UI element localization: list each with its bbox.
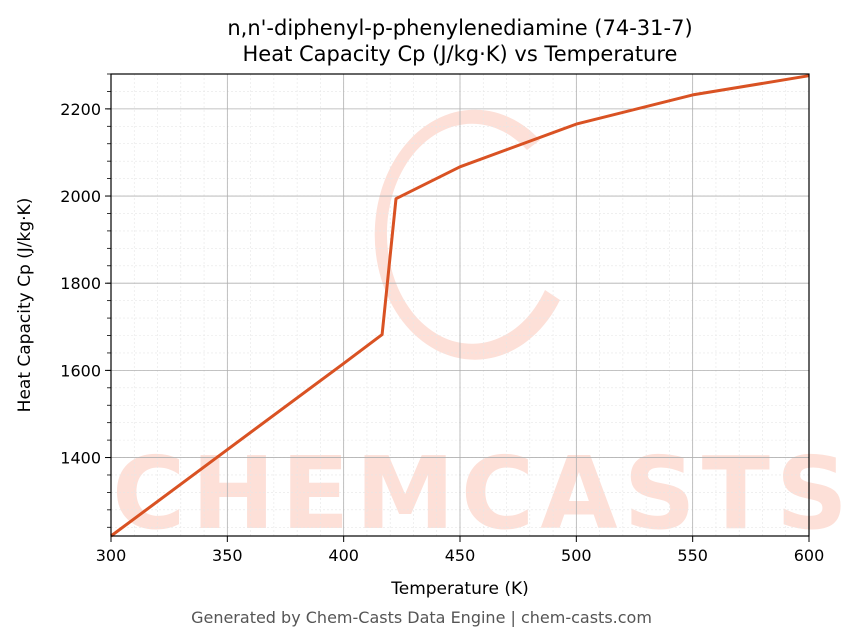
x-tick-label: 500 bbox=[561, 546, 592, 565]
x-tick-label: 350 bbox=[212, 546, 243, 565]
y-tick-label: 2000 bbox=[60, 187, 101, 206]
series-line bbox=[110, 74, 810, 538]
y-axis-label: Heat Capacity Cp (J/kg·K) bbox=[15, 198, 35, 413]
footer-credit: Generated by Chem-Casts Data Engine | ch… bbox=[191, 608, 652, 627]
x-axis-label: Temperature (K) bbox=[390, 579, 529, 599]
y-tick-label: 1600 bbox=[60, 361, 101, 380]
x-tick-label: 600 bbox=[794, 546, 825, 565]
y-tick-label: 1400 bbox=[60, 449, 101, 468]
x-tick-label: 450 bbox=[445, 546, 476, 565]
y-tick-label: 1800 bbox=[60, 274, 101, 293]
chart-subtitle: Heat Capacity Cp (J/kg·K) vs Temperature bbox=[243, 42, 678, 66]
watermark-logo-arc bbox=[374, 109, 560, 360]
x-tick-label: 400 bbox=[328, 546, 359, 565]
x-tick-label: 550 bbox=[677, 546, 708, 565]
grid bbox=[110, 73, 810, 536]
x-tick-label: 300 bbox=[96, 546, 127, 565]
series-layer bbox=[110, 74, 810, 538]
watermark-text: CHEMCASTS bbox=[112, 435, 843, 552]
ticks: 300 350 400 450 500 550 600 1400 1600 1800 2000 220… bbox=[60, 73, 825, 565]
y-tick-label: 2200 bbox=[60, 100, 101, 119]
watermark: CHEMCASTS bbox=[112, 109, 843, 552]
chart-title: n,n'-diphenyl-p-phenylenediamine (74-31-… bbox=[227, 16, 692, 40]
